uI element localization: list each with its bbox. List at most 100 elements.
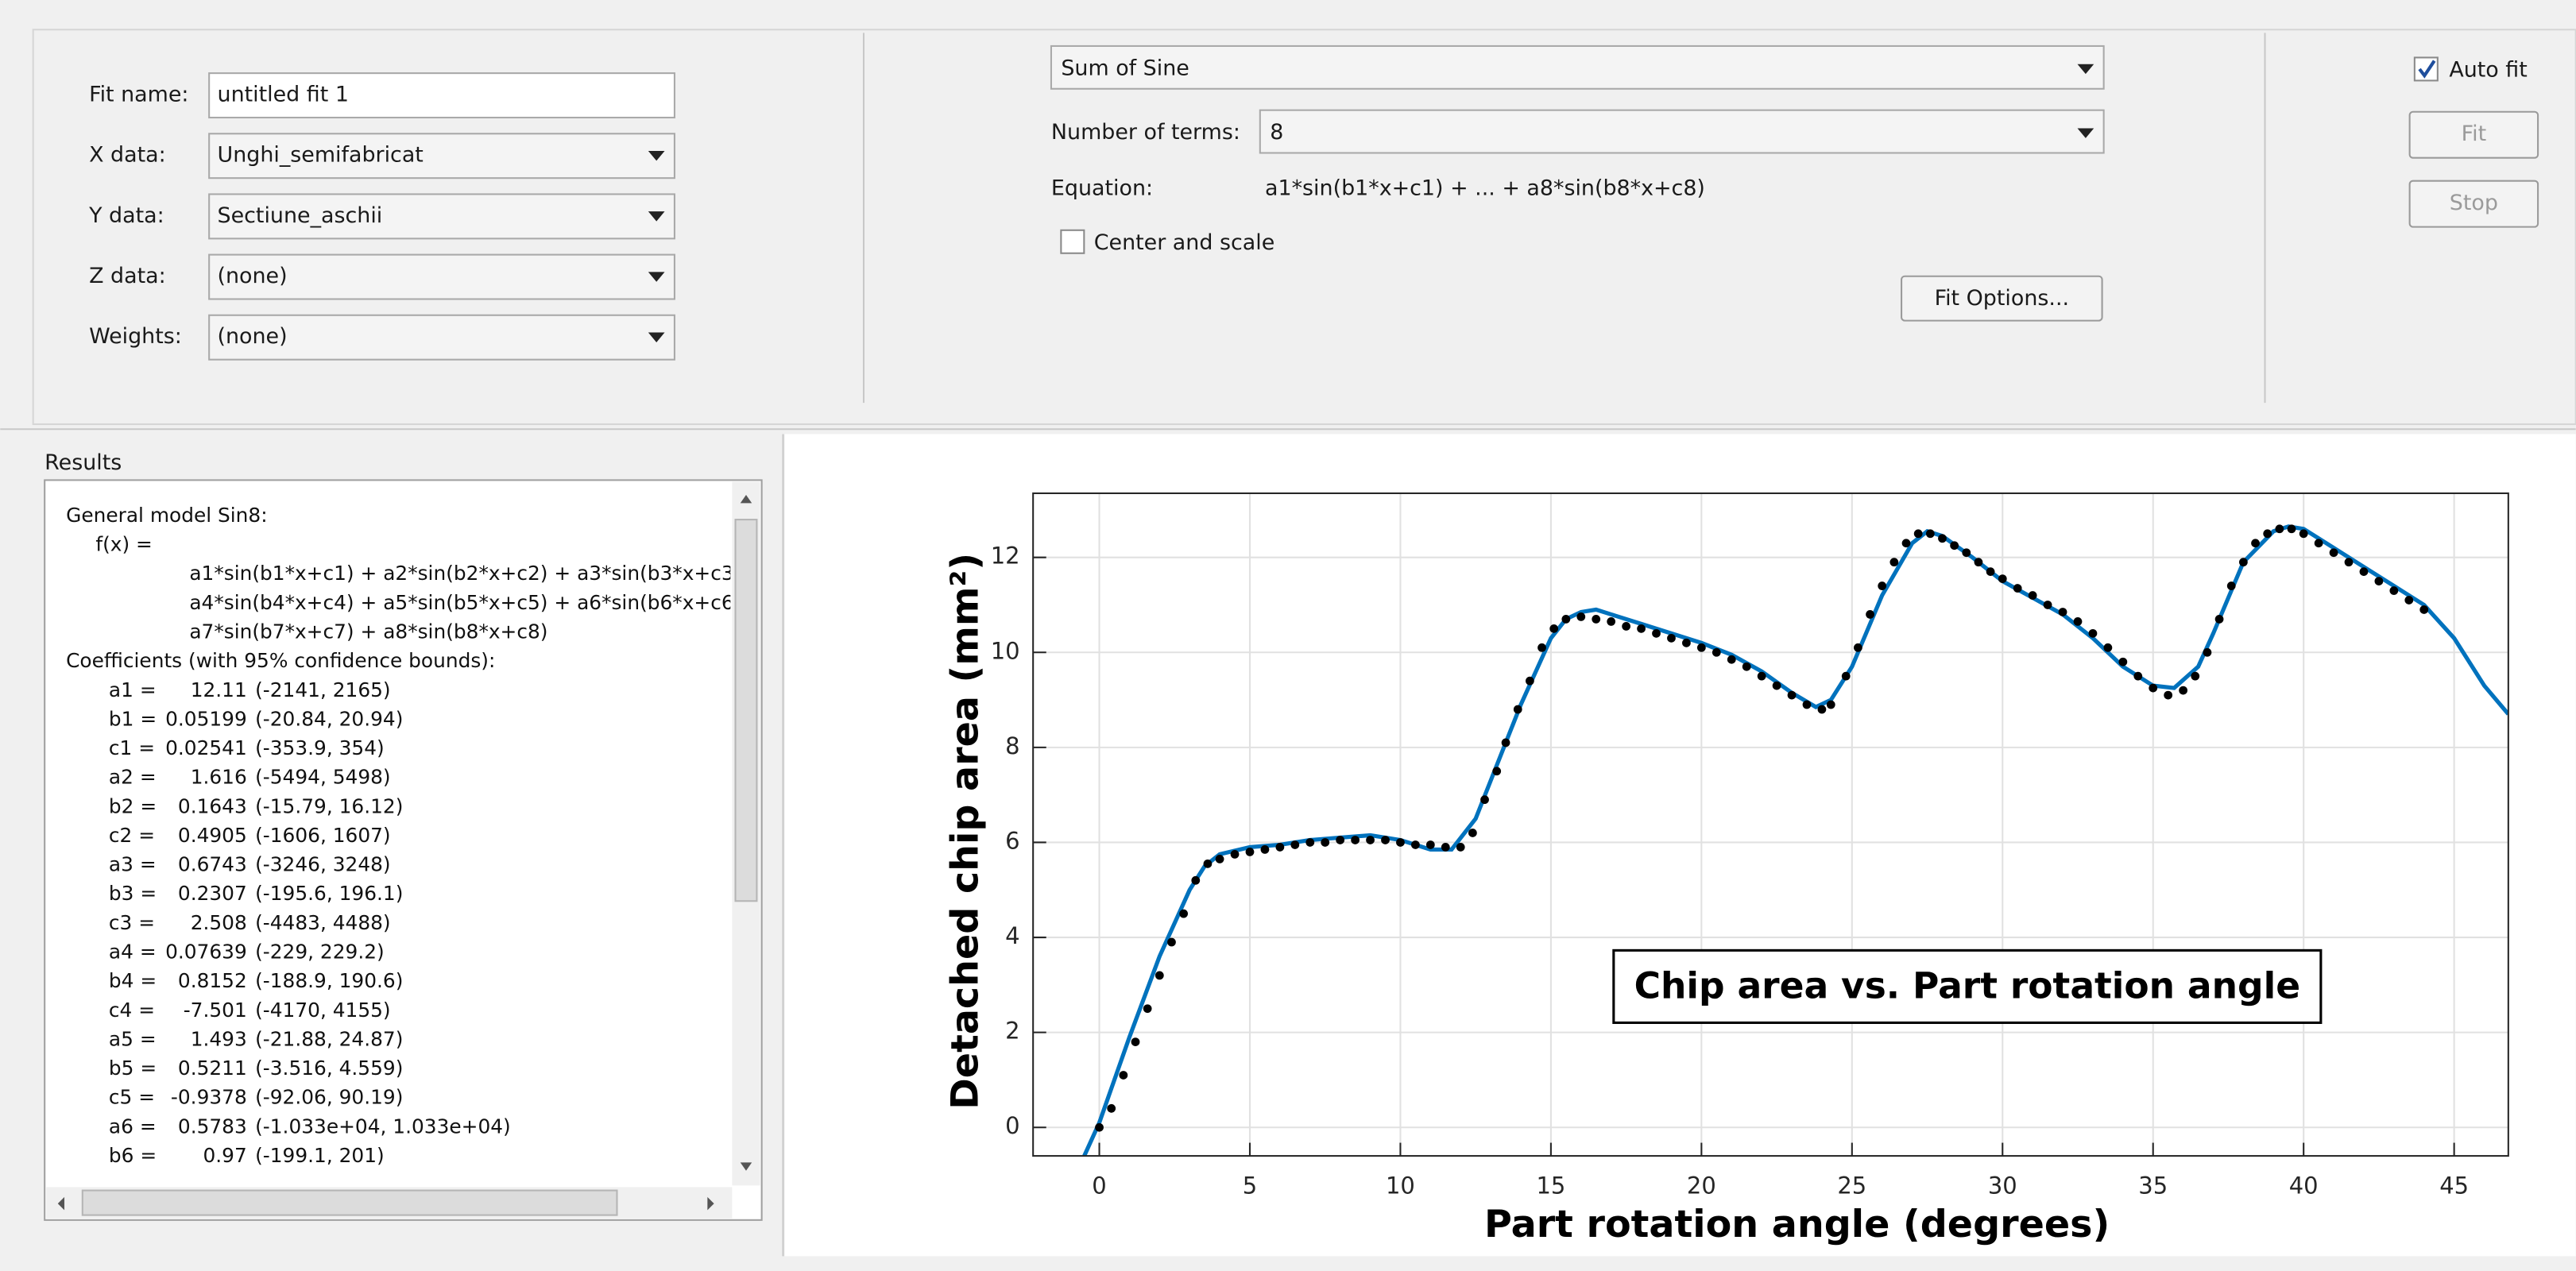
coef-name: b6 = [109,1144,157,1167]
scroll-down[interactable] [740,1162,752,1171]
data-point [1854,643,1862,652]
x-tick-label: 10 [1386,1172,1415,1199]
model-value: Sum of Sine [1061,56,1189,80]
scroll-right[interactable] [707,1196,714,1211]
data-point [1537,643,1546,652]
data-point [2404,596,2414,605]
data-point [1513,705,1522,714]
data-point [1441,843,1450,852]
result-line: General model Sin8: [66,504,268,527]
coef-bounds: (-15.79, 16.12) [255,794,403,817]
model-dropdown[interactable] [1050,44,2105,90]
data-point [2043,601,2052,609]
coef-value: 0.02541 [165,736,247,759]
data-point [1576,612,1586,621]
coef-value: 0.5211 [178,1057,247,1080]
coef-name: a2 = [109,766,157,789]
data-point [1889,558,1899,567]
coef-value: 0.8152 [178,969,247,992]
center-scale-checkbox[interactable] [1060,229,1085,254]
coef-name: b1 = [109,707,157,730]
fit-options-button[interactable] [1901,275,2103,322]
scroll-thumb[interactable] [734,519,758,902]
field-dropdown[interactable] [208,253,675,300]
data-point [1742,662,1751,671]
coef-bounds: (-92.06, 90.19) [255,1086,403,1109]
data-point [1622,622,1631,631]
field-input[interactable] [208,72,675,119]
coef-bounds: (-3246, 3248) [255,853,391,876]
data-point [1913,529,1923,539]
check-mark [2418,60,2436,79]
coef-name: c2 = [109,824,155,847]
data-point [1425,840,1435,849]
result-line: a7*sin(b7*x+c7) + a8*sin(b8*x+c8) [189,620,547,643]
field-label: X data: [89,143,166,168]
fit-button[interactable] [2408,110,2539,159]
data-point [1925,529,1935,539]
plot-area [1033,493,2508,1157]
data-point [1143,1004,1152,1014]
coef-bounds: (-353.9, 354) [255,736,385,759]
data-point [1203,859,1213,868]
data-point [2239,558,2248,567]
data-point [1480,795,1489,805]
terms-dropdown[interactable] [1259,109,2105,154]
chart: 0 5 10 15 20 25 30 35 40 45 0 2 4 6 8 10 12 Part rotation… [943,492,2509,1246]
x-tick-label: 15 [1536,1172,1565,1199]
coef-bounds: (-188.9, 190.6) [255,969,403,992]
data-point [2013,584,2022,593]
stop-button[interactable] [2408,180,2539,228]
data-point [1305,838,1315,847]
data-point [1592,615,1601,624]
data-point [2133,671,2143,681]
data-point [1179,909,1189,918]
data-point [2329,548,2338,558]
coef-value: 12.11 [191,678,247,701]
data-point [1167,937,1176,947]
field-dropdown[interactable] [208,133,675,180]
data-point [1245,848,1255,856]
data-point [2287,524,2296,534]
coef-name: c1 = [109,736,155,759]
data-point [2226,581,2236,590]
data-point [2344,558,2354,567]
x-tick-label: 25 [1837,1172,1866,1199]
coef-name: b2 = [109,794,157,817]
field-label: Y data: [88,203,164,228]
x-tick-label: 35 [2138,1172,2168,1199]
coef-name: a6 = [109,1115,157,1138]
data-point [1962,548,1971,558]
data-point [1667,633,1676,643]
data-point [1119,1071,1128,1080]
y-tick-label: 4 [1005,922,1019,949]
result-line: f(x) = [95,533,153,556]
field-label: Z data: [89,264,166,288]
stop-button-label: Stop [2450,191,2498,215]
data-point [1696,643,1706,652]
data-point [1561,615,1571,624]
data-point [1351,836,1360,844]
scroll-up[interactable] [740,495,752,504]
x-tick-label: 0 [1092,1172,1106,1199]
coef-bounds: (-199.1, 201) [255,1144,385,1167]
scroll-thumb[interactable] [81,1189,618,1216]
data-point [1998,574,2007,583]
result-line: Coefficients (with 95% confidence bounds… [66,649,495,672]
coef-bounds: (-229, 229.2) [255,940,385,963]
scroll-left[interactable] [57,1196,65,1211]
coef-name: a3 = [109,853,157,876]
data-point [2314,539,2323,548]
data-point [1712,647,1721,657]
coef-name: a4 = [109,940,157,963]
data-point [1336,836,1345,844]
data-point [1787,690,1797,700]
equation: a1*sin(b1*x+c1) + ... + a8*sin(b8*x+c8) [1265,176,1705,201]
x-tick-label: 30 [1988,1172,2017,1199]
data-point [2073,617,2083,626]
data-point [1381,836,1390,844]
field-dropdown[interactable] [208,314,675,361]
field-dropdown[interactable] [208,193,675,240]
